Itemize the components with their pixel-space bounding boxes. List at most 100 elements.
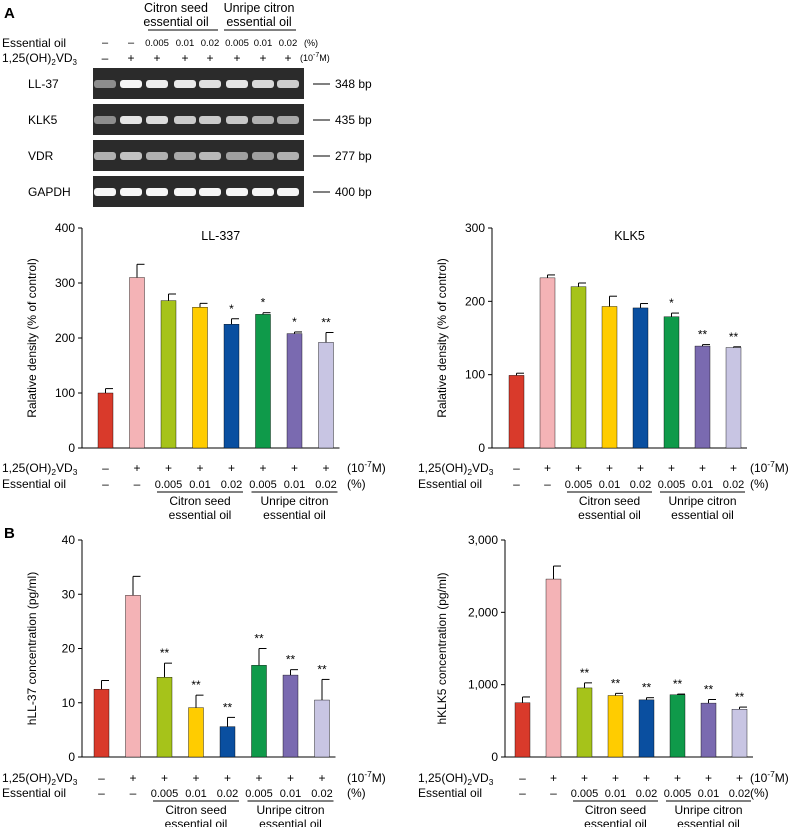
- gel-band: [146, 80, 168, 88]
- gel-band: [277, 116, 299, 124]
- vd3-unit-label: (10-7M): [347, 459, 386, 475]
- vd3-value: –: [519, 771, 526, 785]
- gel-band: [277, 152, 299, 160]
- bar-3: [576, 687, 593, 758]
- significance-marker: **: [580, 666, 590, 680]
- oil-value: –: [519, 786, 526, 800]
- gel-row-vdr: VDR 277 bp: [28, 140, 372, 171]
- bar-1: [514, 702, 531, 758]
- gel-size-label: 348 bp: [335, 77, 372, 91]
- y-tick-label: 300: [465, 221, 485, 235]
- oil-unit-label: (%): [347, 477, 366, 491]
- vd3-value: +: [606, 461, 613, 475]
- oil-unit-label: (%): [347, 786, 366, 800]
- significance-marker: **: [611, 676, 621, 690]
- gel-vd3-value: +: [284, 51, 291, 65]
- oil-value: 0.02: [630, 479, 651, 491]
- vd3-value: +: [705, 771, 712, 785]
- bar-2: [539, 277, 556, 449]
- gel-size-label: 400 bp: [335, 185, 372, 199]
- gel-oil-value: 0.02: [201, 38, 220, 49]
- gel-oil-value: 0.005: [145, 38, 169, 49]
- bar-5: [223, 324, 240, 449]
- oil-value: 0.02: [729, 788, 750, 800]
- vd3-value: +: [318, 771, 325, 785]
- gel-oil-value: –: [102, 37, 109, 49]
- gel-group1-subtitle: essential oil: [143, 15, 208, 29]
- group-unripe-title: Unripe citron: [668, 494, 736, 508]
- group-seed-title: Citron seed: [169, 494, 230, 508]
- vd3-value: +: [668, 461, 675, 475]
- gel-header: Citron seed essential oil Unripe citron …: [2, 1, 330, 67]
- bar-1: [508, 375, 525, 449]
- gel-row-ll-37: LL-37 348 bp: [28, 68, 372, 99]
- gel-band: [252, 152, 274, 160]
- gel-band: [277, 188, 299, 196]
- y-tick-label: 0: [68, 441, 75, 455]
- gel-group1-title: Citron seed: [144, 1, 208, 15]
- gel-oil-value: 0.02: [279, 38, 298, 49]
- group-seed-subtitle: essential oil: [584, 817, 647, 827]
- significance-marker: **: [673, 677, 683, 691]
- gel-band: [120, 188, 142, 196]
- gel-band: [94, 152, 116, 160]
- gel-vd3-label: 1,25(OH)2VD3: [2, 51, 77, 67]
- gel-band: [146, 188, 168, 196]
- significance-marker: **: [223, 700, 233, 714]
- oil-unit-label: (%): [750, 786, 769, 800]
- chart-title: LL-337: [201, 229, 240, 243]
- vd3-value: +: [612, 771, 619, 785]
- oil-value: 0.01: [280, 788, 301, 800]
- group-seed-title: Citron seed: [165, 803, 226, 817]
- gel-vd3-value: –: [102, 51, 109, 65]
- oil-value: 0.005: [245, 788, 273, 800]
- gel-gene-label: KLK5: [28, 113, 58, 127]
- group-seed-subtitle: essential oil: [169, 508, 232, 522]
- gel-size-label: 277 bp: [335, 149, 372, 163]
- group-unripe-subtitle: essential oil: [671, 508, 734, 522]
- oil-value: 0.01: [189, 479, 210, 491]
- gel-band: [226, 188, 248, 196]
- panel-label-b: B: [4, 525, 15, 542]
- vd3-axis-label: 1,25(OH)2VD3: [2, 461, 78, 477]
- bar-7: [282, 674, 299, 758]
- vd3-value: +: [550, 771, 557, 785]
- bar-5: [638, 699, 655, 758]
- gel-vd3-value: +: [233, 51, 240, 65]
- significance-marker: **: [191, 678, 201, 692]
- bar-8: [318, 342, 334, 449]
- vd3-unit-label: (10-7M): [750, 769, 788, 785]
- gel-vd3-value: +: [181, 51, 188, 65]
- vd3-value: +: [674, 771, 681, 785]
- bar-7: [286, 333, 303, 449]
- gel-group2-subtitle: essential oil: [226, 15, 291, 29]
- vd3-unit-label: (10-7M): [347, 769, 386, 785]
- gel-gene-label: LL-37: [28, 77, 59, 91]
- vd3-value: +: [165, 461, 172, 475]
- bar-4: [607, 695, 624, 758]
- vd3-axis-label: 1,25(OH)2VD3: [2, 771, 78, 787]
- gel-band: [174, 116, 196, 124]
- vd3-value: +: [224, 771, 231, 785]
- gel-band: [94, 116, 116, 124]
- y-tick-label: 100: [465, 368, 485, 382]
- vd3-value: –: [102, 461, 109, 475]
- gel-band: [94, 80, 116, 88]
- oil-value: 0.02: [217, 788, 238, 800]
- group-unripe-subtitle: essential oil: [263, 508, 326, 522]
- oil-value: 0.01: [284, 479, 305, 491]
- gel-group2-title: Unripe citron: [224, 1, 295, 15]
- significance-marker: *: [292, 315, 297, 329]
- group-seed-title: Citron seed: [585, 803, 646, 817]
- bar-2: [545, 578, 562, 758]
- chart-ll37-relative: 0 100 200 300 400 Ralative density (% of cont…: [2, 221, 386, 522]
- oil-value: –: [98, 786, 105, 800]
- gel-band: [94, 188, 116, 196]
- y-tick-label: 100: [55, 386, 75, 400]
- significance-marker: *: [261, 296, 266, 310]
- bar-5: [219, 726, 236, 758]
- bar-6: [663, 316, 680, 449]
- vd3-value: +: [637, 461, 644, 475]
- gel-oil-label: Essential oil: [2, 36, 66, 50]
- oil-value: –: [544, 477, 551, 491]
